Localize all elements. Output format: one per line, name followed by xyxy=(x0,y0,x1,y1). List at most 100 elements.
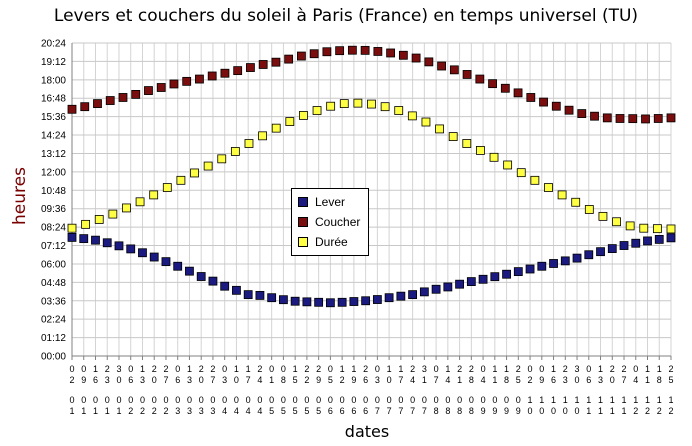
data-point-lever xyxy=(478,274,488,284)
data-point-coucher xyxy=(220,68,230,78)
data-point-lever xyxy=(173,261,183,271)
x-tick-label: 3 xyxy=(187,406,192,416)
x-tick-label: 7 xyxy=(387,406,392,416)
x-tick-label: 4 xyxy=(257,406,262,416)
x-tick-label: 2 xyxy=(633,406,638,416)
x-tick-label: 1 xyxy=(645,375,650,385)
data-point-coucher xyxy=(666,113,676,123)
x-tick-label: 2 xyxy=(340,375,345,385)
x-tick-label: 0 xyxy=(175,364,180,374)
data-point-coucher xyxy=(398,50,408,60)
x-tick-label: 1 xyxy=(105,406,110,416)
data-point-lever xyxy=(114,241,124,251)
data-point-lever xyxy=(243,290,253,300)
data-point-duree xyxy=(516,168,526,178)
x-tick-label: 0 xyxy=(257,395,262,405)
data-point-coucher xyxy=(513,88,523,98)
x-tick-label: 0 xyxy=(586,364,591,374)
x-tick-label: 1 xyxy=(645,395,650,405)
x-tick-label: 0 xyxy=(481,364,486,374)
x-tick-label: 0 xyxy=(234,395,239,405)
x-tick-label: 5 xyxy=(304,406,309,416)
x-tick-label: 9 xyxy=(492,406,497,416)
data-point-coucher xyxy=(169,79,179,89)
data-point-duree xyxy=(94,215,104,224)
data-point-duree xyxy=(652,224,662,234)
x-tick-label: 1 xyxy=(116,406,121,416)
data-point-coucher xyxy=(539,97,548,107)
x-tick-label: 1 xyxy=(633,395,638,405)
data-point-coucher xyxy=(475,74,485,84)
x-tick-label: 0 xyxy=(163,395,168,405)
x-tick-label: 2 xyxy=(410,364,415,374)
data-point-duree xyxy=(203,161,213,171)
data-point-lever xyxy=(126,244,136,254)
x-tick-label: 0 xyxy=(398,395,403,405)
legend-swatch-lever xyxy=(298,197,308,207)
x-tick-label: 1 xyxy=(457,375,462,385)
y-tick-label: 10:48 xyxy=(41,186,66,197)
x-tick-label: 9 xyxy=(316,375,321,385)
data-point-lever xyxy=(302,297,312,307)
x-tick-label: 3 xyxy=(187,375,192,385)
data-point-coucher xyxy=(628,114,638,124)
x-tick-label: 1 xyxy=(398,364,403,374)
data-point-lever xyxy=(408,290,418,300)
x-tick-label: 2 xyxy=(128,406,133,416)
x-tick-label: 9 xyxy=(504,406,509,416)
x-tick-label: 3 xyxy=(563,375,568,385)
x-tick-label: 1 xyxy=(622,406,627,416)
data-point-duree xyxy=(462,139,472,148)
data-point-coucher xyxy=(118,93,128,102)
x-tick-label: 0 xyxy=(610,375,615,385)
x-axis-label: dates xyxy=(344,422,390,441)
data-point-duree xyxy=(448,132,458,141)
x-tick-label: 0 xyxy=(304,395,309,405)
x-tick-label: 1 xyxy=(93,406,98,416)
x-tick-label: 0 xyxy=(69,364,74,374)
x-tick-label: 0 xyxy=(69,395,74,405)
data-point-lever xyxy=(196,272,206,281)
x-tick-label: 5 xyxy=(293,406,298,416)
data-point-lever xyxy=(314,297,324,307)
data-point-duree xyxy=(639,223,649,233)
x-tick-label: 2 xyxy=(163,406,168,416)
x-tick-label: 0 xyxy=(187,395,192,405)
legend-item-coucher: Coucher xyxy=(298,214,360,230)
data-point-duree xyxy=(557,190,567,200)
x-tick-label: 7 xyxy=(410,406,415,416)
x-tick-label: 7 xyxy=(422,406,427,416)
data-point-coucher xyxy=(195,74,204,84)
x-tick-label: 1 xyxy=(539,395,544,405)
y-tick-label: 14:24 xyxy=(41,131,66,142)
data-point-duree xyxy=(162,183,172,192)
data-point-lever xyxy=(631,238,641,248)
x-tick-label: 1 xyxy=(586,395,591,405)
x-tick-label: 3 xyxy=(199,406,204,416)
x-tick-label: 3 xyxy=(175,406,180,416)
data-point-duree xyxy=(244,139,254,148)
legend-swatch-coucher xyxy=(298,217,308,227)
x-tick-label: 0 xyxy=(375,364,380,374)
data-point-duree xyxy=(666,224,676,234)
data-point-duree xyxy=(407,111,417,121)
x-tick-label: 4 xyxy=(234,406,239,416)
data-point-duree xyxy=(489,152,499,162)
data-point-lever xyxy=(255,290,265,300)
y-tick-label: 09:36 xyxy=(41,204,66,215)
x-tick-label: 3 xyxy=(222,375,227,385)
data-point-lever xyxy=(502,269,511,279)
x-tick-label: 1 xyxy=(187,364,192,374)
x-tick-label: 4 xyxy=(481,375,486,385)
data-point-lever xyxy=(220,281,230,291)
data-point-coucher xyxy=(246,63,255,72)
y-tick-label: 12:00 xyxy=(41,167,66,178)
data-point-lever xyxy=(79,234,89,244)
data-point-coucher xyxy=(564,105,574,115)
y-tick-label: 08:24 xyxy=(41,223,66,234)
data-point-lever xyxy=(455,279,464,289)
data-point-duree xyxy=(584,205,594,214)
x-tick-label: 6 xyxy=(551,375,556,385)
data-point-lever xyxy=(619,241,629,250)
data-point-coucher xyxy=(373,47,383,56)
